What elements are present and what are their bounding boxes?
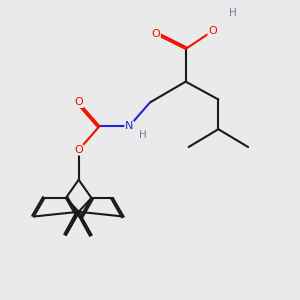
Text: O: O <box>152 29 160 39</box>
Text: H: H <box>139 130 146 140</box>
Text: N: N <box>125 121 134 131</box>
Text: O: O <box>74 98 83 107</box>
Text: O: O <box>74 145 83 155</box>
Text: O: O <box>208 26 217 36</box>
Text: H: H <box>229 8 237 18</box>
